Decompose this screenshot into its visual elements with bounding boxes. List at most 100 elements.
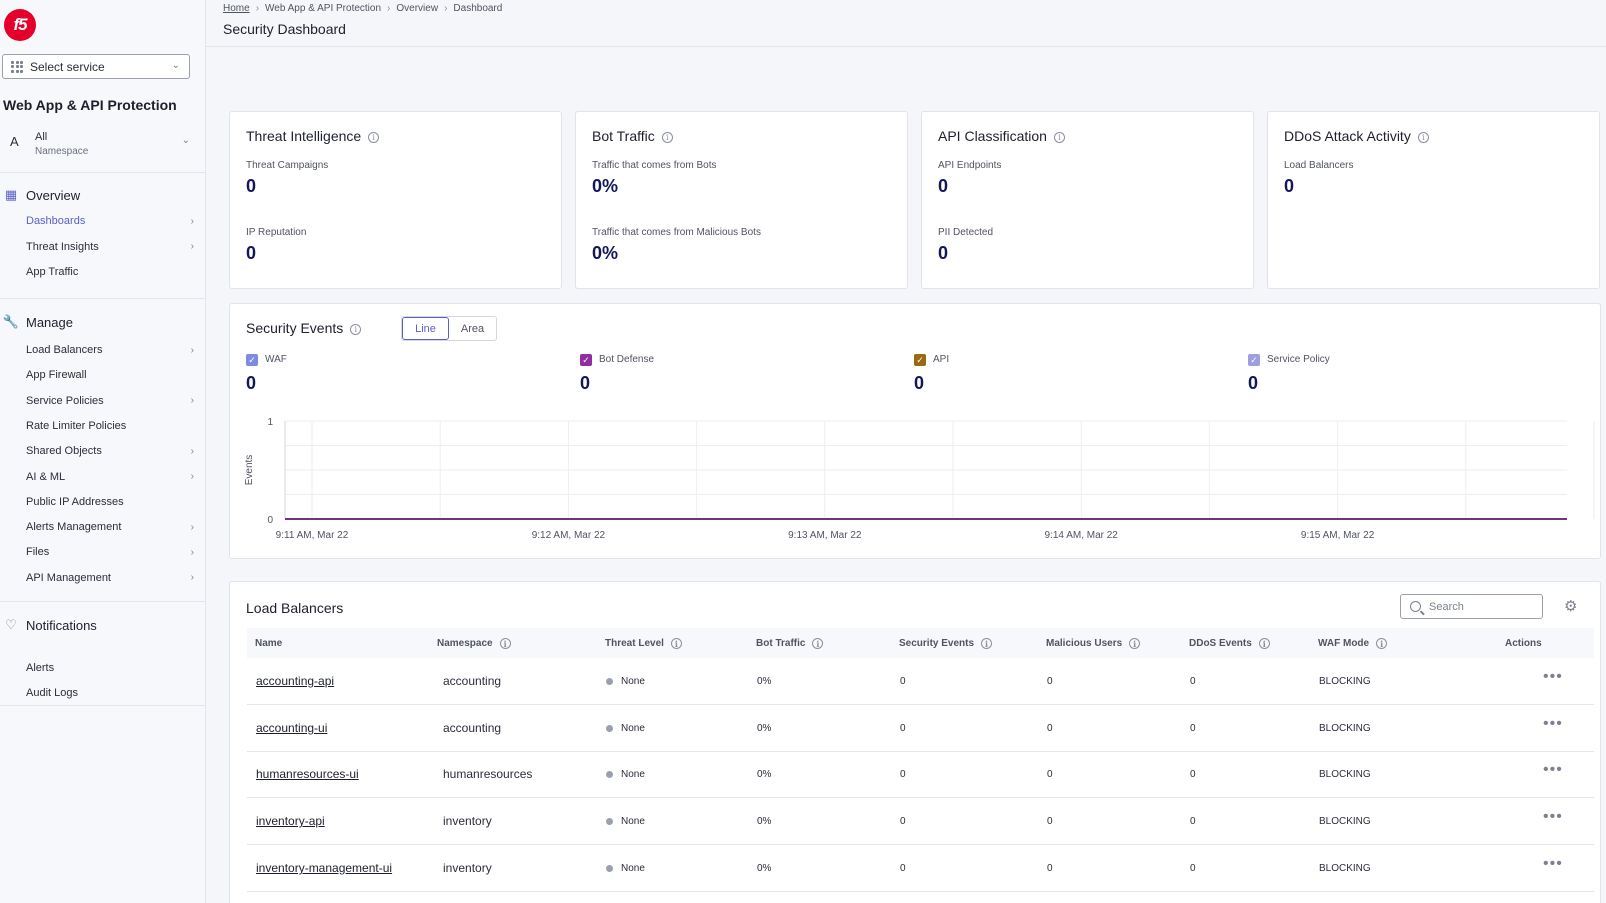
sidebar-item[interactable]: Alerts Management › xyxy=(26,517,194,537)
sidebar-item[interactable]: App Traffic xyxy=(26,262,194,282)
checkbox-checked-icon[interactable]: ✓ xyxy=(580,354,592,366)
card-title-text: Threat Intelligence xyxy=(246,128,362,144)
f5-logo[interactable]: f5 xyxy=(4,9,36,41)
checkbox-checked-icon[interactable]: ✓ xyxy=(1248,354,1260,366)
sidebar-item[interactable]: Dashboards › xyxy=(26,211,194,231)
cell-namespace: accounting xyxy=(443,721,502,735)
info-icon[interactable]: i xyxy=(499,638,511,649)
table-row: humanresources-ui humanresources None 0% 0 0 0… xyxy=(247,751,1594,798)
breadcrumb-home[interactable]: Home xyxy=(223,3,250,14)
cell-events: 0 xyxy=(900,816,906,827)
chevron-right-icon: › xyxy=(190,344,194,356)
x-tick-label: 9:14 AM, Mar 22 xyxy=(1045,530,1119,541)
sidebar-item-label: API Management xyxy=(26,571,111,584)
column-header[interactable]: Name xyxy=(255,638,282,649)
chevron-right-icon: › xyxy=(190,395,194,407)
section-manage[interactable]: 🔧 Manage xyxy=(0,310,205,334)
column-header[interactable]: Bot Traffic i xyxy=(756,638,824,649)
gear-icon[interactable]: ⚙ xyxy=(1564,598,1578,615)
sidebar-item[interactable]: Rate Limiter Policies xyxy=(26,416,194,436)
sidebar-item[interactable]: Service Policies › xyxy=(26,391,194,411)
legend-name: Service Policy xyxy=(1267,354,1330,365)
info-icon[interactable]: i xyxy=(350,323,362,335)
info-icon[interactable]: i xyxy=(1417,131,1429,143)
checkbox-checked-icon[interactable]: ✓ xyxy=(246,354,258,366)
breadcrumb-item[interactable]: Overview xyxy=(396,3,439,14)
column-header-label: WAF Mode xyxy=(1318,638,1370,650)
section-overview[interactable]: ▦ Overview xyxy=(0,183,205,207)
sidebar-item[interactable]: AI & ML › xyxy=(26,467,194,487)
threat-level-label: None xyxy=(621,816,645,827)
load-balancer-link[interactable]: humanresources-ui xyxy=(256,767,359,781)
service-select[interactable]: Select service ⌄ xyxy=(2,54,190,79)
sidebar-item[interactable]: Threat Insights › xyxy=(26,237,194,257)
cell-bot: 0% xyxy=(757,769,772,780)
column-header[interactable]: WAF Mode i xyxy=(1318,638,1388,650)
sidebar-item[interactable]: Load Balancers › xyxy=(26,340,194,360)
namespace-selector[interactable]: A All Namespace ⌄ xyxy=(0,128,204,160)
sidebar-item[interactable]: Alerts xyxy=(26,658,194,678)
breadcrumb-separator: › xyxy=(255,3,260,14)
load-balancer-link[interactable]: inventory-management-ui xyxy=(256,861,393,875)
load-balancer-link[interactable]: accounting-api xyxy=(256,674,335,688)
info-icon[interactable]: i xyxy=(661,131,673,143)
toggle-line[interactable]: Line xyxy=(402,317,449,340)
sidebar-item[interactable]: Files › xyxy=(26,542,194,562)
legend-name: WAF xyxy=(265,354,287,365)
column-header[interactable]: DDoS Events i xyxy=(1189,638,1270,649)
load-balancer-link[interactable]: inventory-api xyxy=(256,814,325,828)
info-icon[interactable]: i xyxy=(1053,131,1065,143)
search-input[interactable] xyxy=(1429,600,1539,613)
table-row: accounting-ui accounting None 0% 0 0 0 BLOCKING… xyxy=(247,705,1594,752)
search-icon xyxy=(1410,601,1421,612)
sidebar-item-label: Public IP Addresses xyxy=(26,495,124,508)
cell-malicious: 0 xyxy=(1047,723,1053,734)
toggle-area[interactable]: Area xyxy=(449,317,496,340)
cell-malicious: 0 xyxy=(1047,863,1053,874)
cell-ddos: 0 xyxy=(1190,816,1196,827)
metric-card: Bot Traffic i Traffic that comes from Bots… xyxy=(575,111,908,289)
legend-name: API xyxy=(933,354,950,365)
breadcrumb-item[interactable]: Web App & API Protection xyxy=(265,3,382,14)
column-header[interactable]: Security Events i xyxy=(899,638,993,649)
info-icon[interactable]: i xyxy=(670,638,682,649)
legend-name: Bot Defense xyxy=(599,354,655,365)
info-icon[interactable]: i xyxy=(368,131,380,143)
more-actions-icon[interactable]: ••• xyxy=(1543,808,1563,825)
cell-waf: BLOCKING xyxy=(1319,676,1371,687)
header-divider xyxy=(206,46,1606,47)
more-actions-icon[interactable]: ••• xyxy=(1543,761,1563,778)
sidebar-item[interactable]: API Management › xyxy=(26,568,194,588)
cell-threat: None xyxy=(606,863,645,874)
more-actions-icon[interactable]: ••• xyxy=(1543,668,1563,685)
namespace-label: Namespace xyxy=(35,146,89,157)
more-actions-icon[interactable]: ••• xyxy=(1543,715,1563,732)
sidebar-item[interactable]: Shared Objects › xyxy=(26,441,194,461)
info-icon[interactable]: i xyxy=(981,638,993,649)
sidebar-item[interactable]: App Firewall xyxy=(26,365,194,385)
section-notifications[interactable]: ♡ Notifications xyxy=(0,613,205,637)
legend-value: 0 xyxy=(580,373,591,393)
column-header[interactable]: Threat Level i xyxy=(605,638,682,649)
metric-value: 0% xyxy=(592,243,619,263)
status-dot-icon xyxy=(606,724,613,732)
info-icon[interactable]: i xyxy=(1376,638,1388,649)
grid-squares-icon: ▦ xyxy=(4,187,18,202)
column-header[interactable]: Malicious Users i xyxy=(1046,638,1141,650)
info-icon[interactable]: i xyxy=(1258,638,1270,649)
info-icon[interactable]: i xyxy=(1129,638,1141,649)
cell-threat: None xyxy=(606,676,645,687)
cell-waf: BLOCKING xyxy=(1319,723,1371,734)
info-icon[interactable]: i xyxy=(812,638,824,649)
checkbox-checked-icon[interactable]: ✓ xyxy=(914,354,926,366)
legend-value: 0 xyxy=(1248,373,1259,393)
sidebar-item[interactable]: Audit Logs xyxy=(26,683,194,703)
load-balancer-link[interactable]: accounting-ui xyxy=(256,721,328,735)
column-header[interactable]: Namespace i xyxy=(437,638,511,649)
column-header: Actions xyxy=(1505,638,1542,649)
column-header-label: Malicious Users xyxy=(1046,638,1123,650)
cell-events: 0 xyxy=(900,863,906,874)
sidebar-item[interactable]: Public IP Addresses xyxy=(26,492,194,512)
column-header-label: Threat Level xyxy=(605,638,664,650)
more-actions-icon[interactable]: ••• xyxy=(1543,855,1563,872)
